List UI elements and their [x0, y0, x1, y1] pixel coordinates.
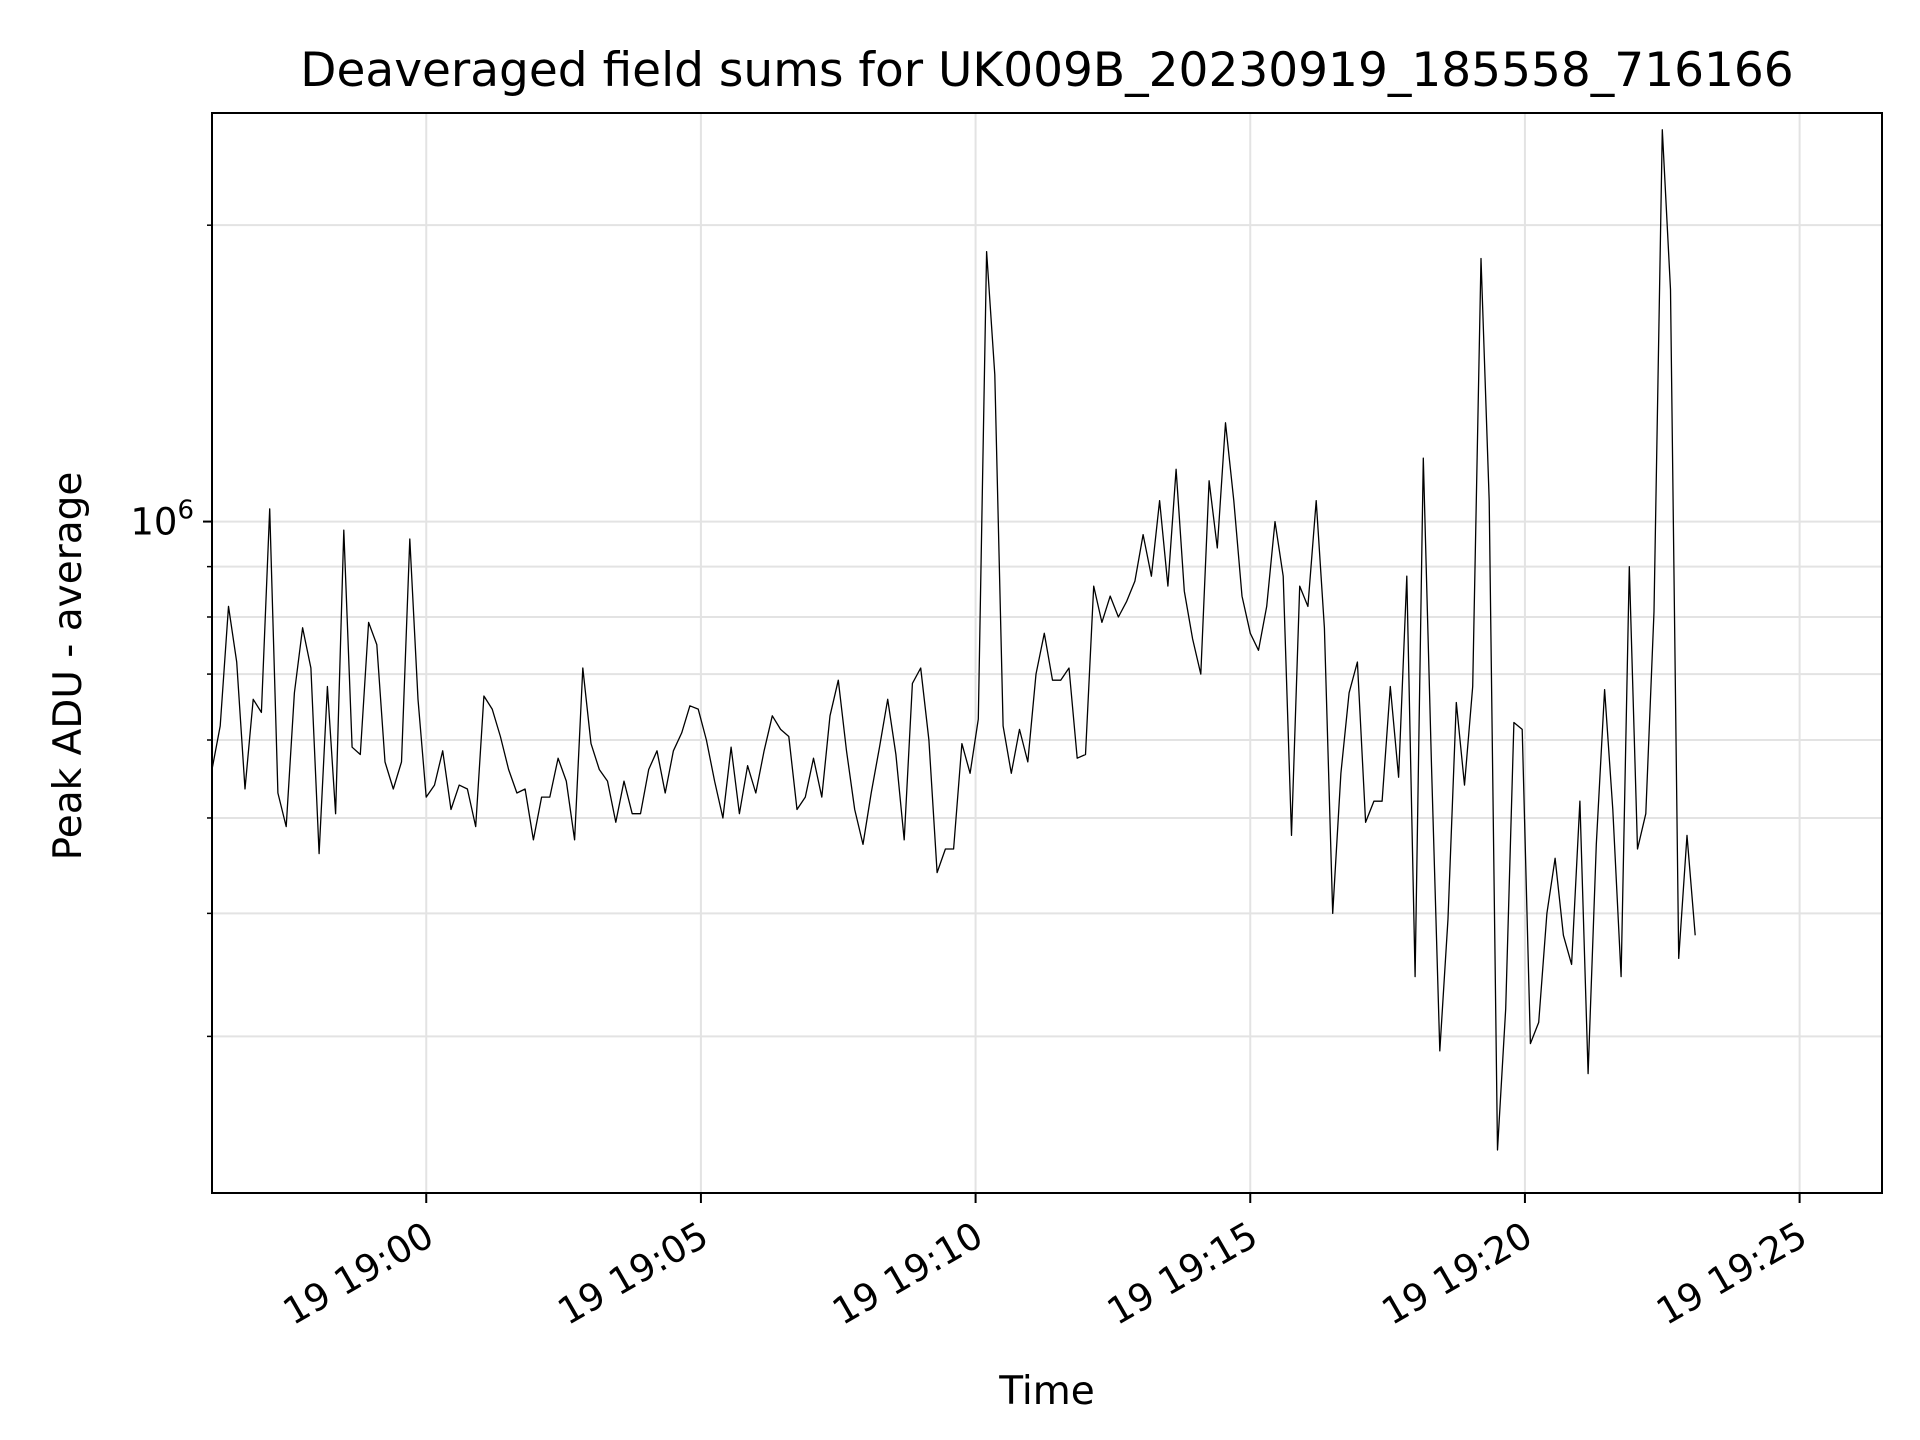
y-axis-label: Peak ADU - average [46, 472, 91, 861]
y-axis-ticks: 106 [130, 224, 212, 1038]
x-axis-label: Time [998, 1369, 1094, 1414]
plot-frame [211, 112, 1883, 1194]
grid-lines [212, 113, 1882, 1193]
y-tick-label: 106 [130, 496, 194, 544]
chart-title: Deaveraged field sums for UK009B_2023091… [300, 43, 1793, 98]
series-line [212, 129, 1696, 1151]
plot-area [212, 129, 1696, 1151]
